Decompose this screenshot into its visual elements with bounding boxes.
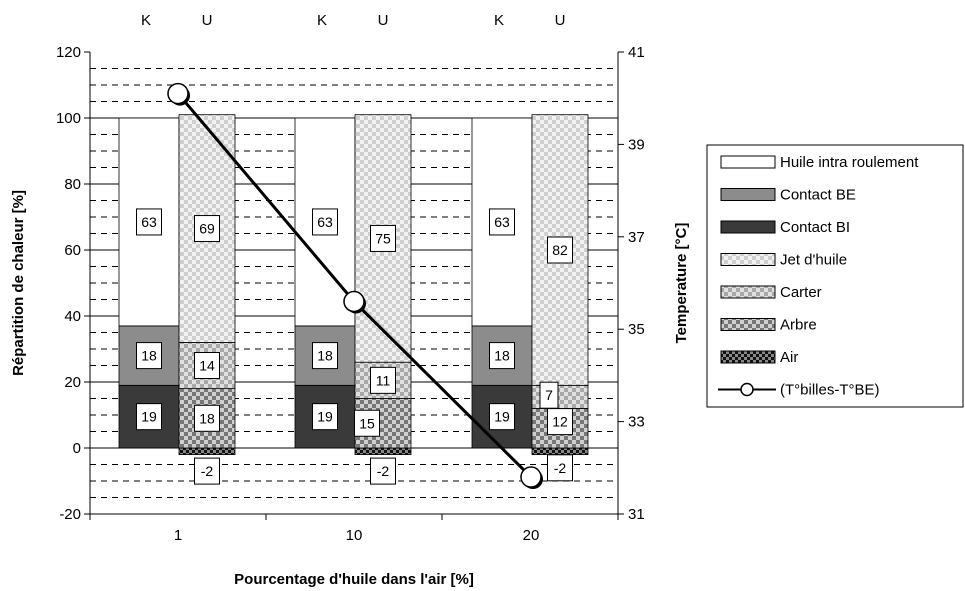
line-marker (168, 84, 188, 104)
data-label: 18 (199, 410, 215, 426)
y-tick-label: 100 (56, 110, 81, 127)
data-label: 18 (317, 348, 333, 364)
data-label: 11 (376, 372, 391, 388)
x-tick-label: 20 (523, 527, 540, 544)
x-tick-label: 1 (174, 527, 182, 544)
bar-segment (532, 448, 588, 455)
data-label: 18 (494, 348, 510, 364)
data-label: 69 (199, 221, 215, 237)
y2-tick-label: 39 (628, 136, 645, 153)
data-label: 63 (494, 214, 510, 230)
column-label: K (141, 12, 151, 29)
y-tick-label: 80 (64, 176, 81, 193)
data-label: 63 (141, 214, 157, 230)
legend-swatch (721, 351, 775, 363)
data-label: 82 (552, 242, 568, 258)
y-tick-label: 60 (64, 242, 81, 259)
bars (119, 115, 588, 455)
data-label: 63 (317, 214, 333, 230)
x-axis-title: Pourcentage d'huile dans l'air [%] (234, 571, 474, 588)
data-label: -2 (554, 460, 567, 476)
y-tick-label: 40 (64, 308, 81, 325)
y2-tick-label: 35 (628, 321, 645, 338)
data-label: 18 (141, 348, 157, 364)
column-label: U (555, 12, 566, 29)
data-label: 75 (375, 230, 391, 246)
legend-swatch (721, 286, 775, 298)
legend-label: Jet d'huile (780, 252, 847, 269)
y2-tick-label: 33 (628, 414, 645, 431)
legend-box (707, 145, 963, 407)
legend-swatch (721, 221, 775, 233)
y2-tick-label: 41 (628, 44, 645, 61)
data-label: 12 (552, 414, 568, 430)
line-marker (521, 467, 541, 487)
legend-swatch (721, 319, 775, 331)
column-label: K (317, 12, 327, 29)
legend-label: Huile intra roulement (780, 154, 919, 171)
y-tick-label: -20 (59, 506, 81, 523)
legend-label: Air (780, 349, 798, 366)
legend-label: Arbre (780, 317, 817, 334)
y-tick-label: 120 (56, 44, 81, 61)
legend-label: (T°billes-T°BE) (780, 382, 880, 399)
data-label: 15 (359, 415, 375, 431)
y-tick-label: 0 (73, 440, 81, 457)
y-tick-label: 20 (64, 374, 81, 391)
legend-label: Contact BI (780, 219, 850, 236)
y2-tick-label: 31 (628, 506, 645, 523)
legend-label: Carter (780, 284, 822, 301)
bar-segment (179, 448, 235, 455)
legend-swatch (721, 189, 775, 201)
y2-tick-label: 37 (628, 229, 645, 246)
data-label: 19 (494, 409, 510, 425)
line-marker (344, 291, 364, 311)
x-tick-label: 10 (346, 527, 363, 544)
legend-swatch (721, 254, 775, 266)
data-label: 7 (545, 387, 553, 403)
legend-marker (741, 384, 753, 396)
legend-swatch (721, 156, 775, 168)
legend-label: Contact BE (780, 187, 856, 204)
data-label: -2 (201, 463, 214, 479)
data-label: 19 (317, 409, 333, 425)
data-label: 14 (199, 358, 215, 374)
legend: Huile intra roulement Contact BE Contact B… (707, 145, 963, 407)
column-label: K (494, 12, 504, 29)
data-label: -2 (377, 463, 390, 479)
column-label: U (202, 12, 213, 29)
y2-axis-title: Temperature [°C] (673, 223, 690, 344)
y-axis-title: Répartition de chaleur [%] (10, 190, 27, 376)
column-label: U (378, 12, 389, 29)
bar-segment (355, 448, 411, 455)
data-label: 19 (141, 409, 157, 425)
